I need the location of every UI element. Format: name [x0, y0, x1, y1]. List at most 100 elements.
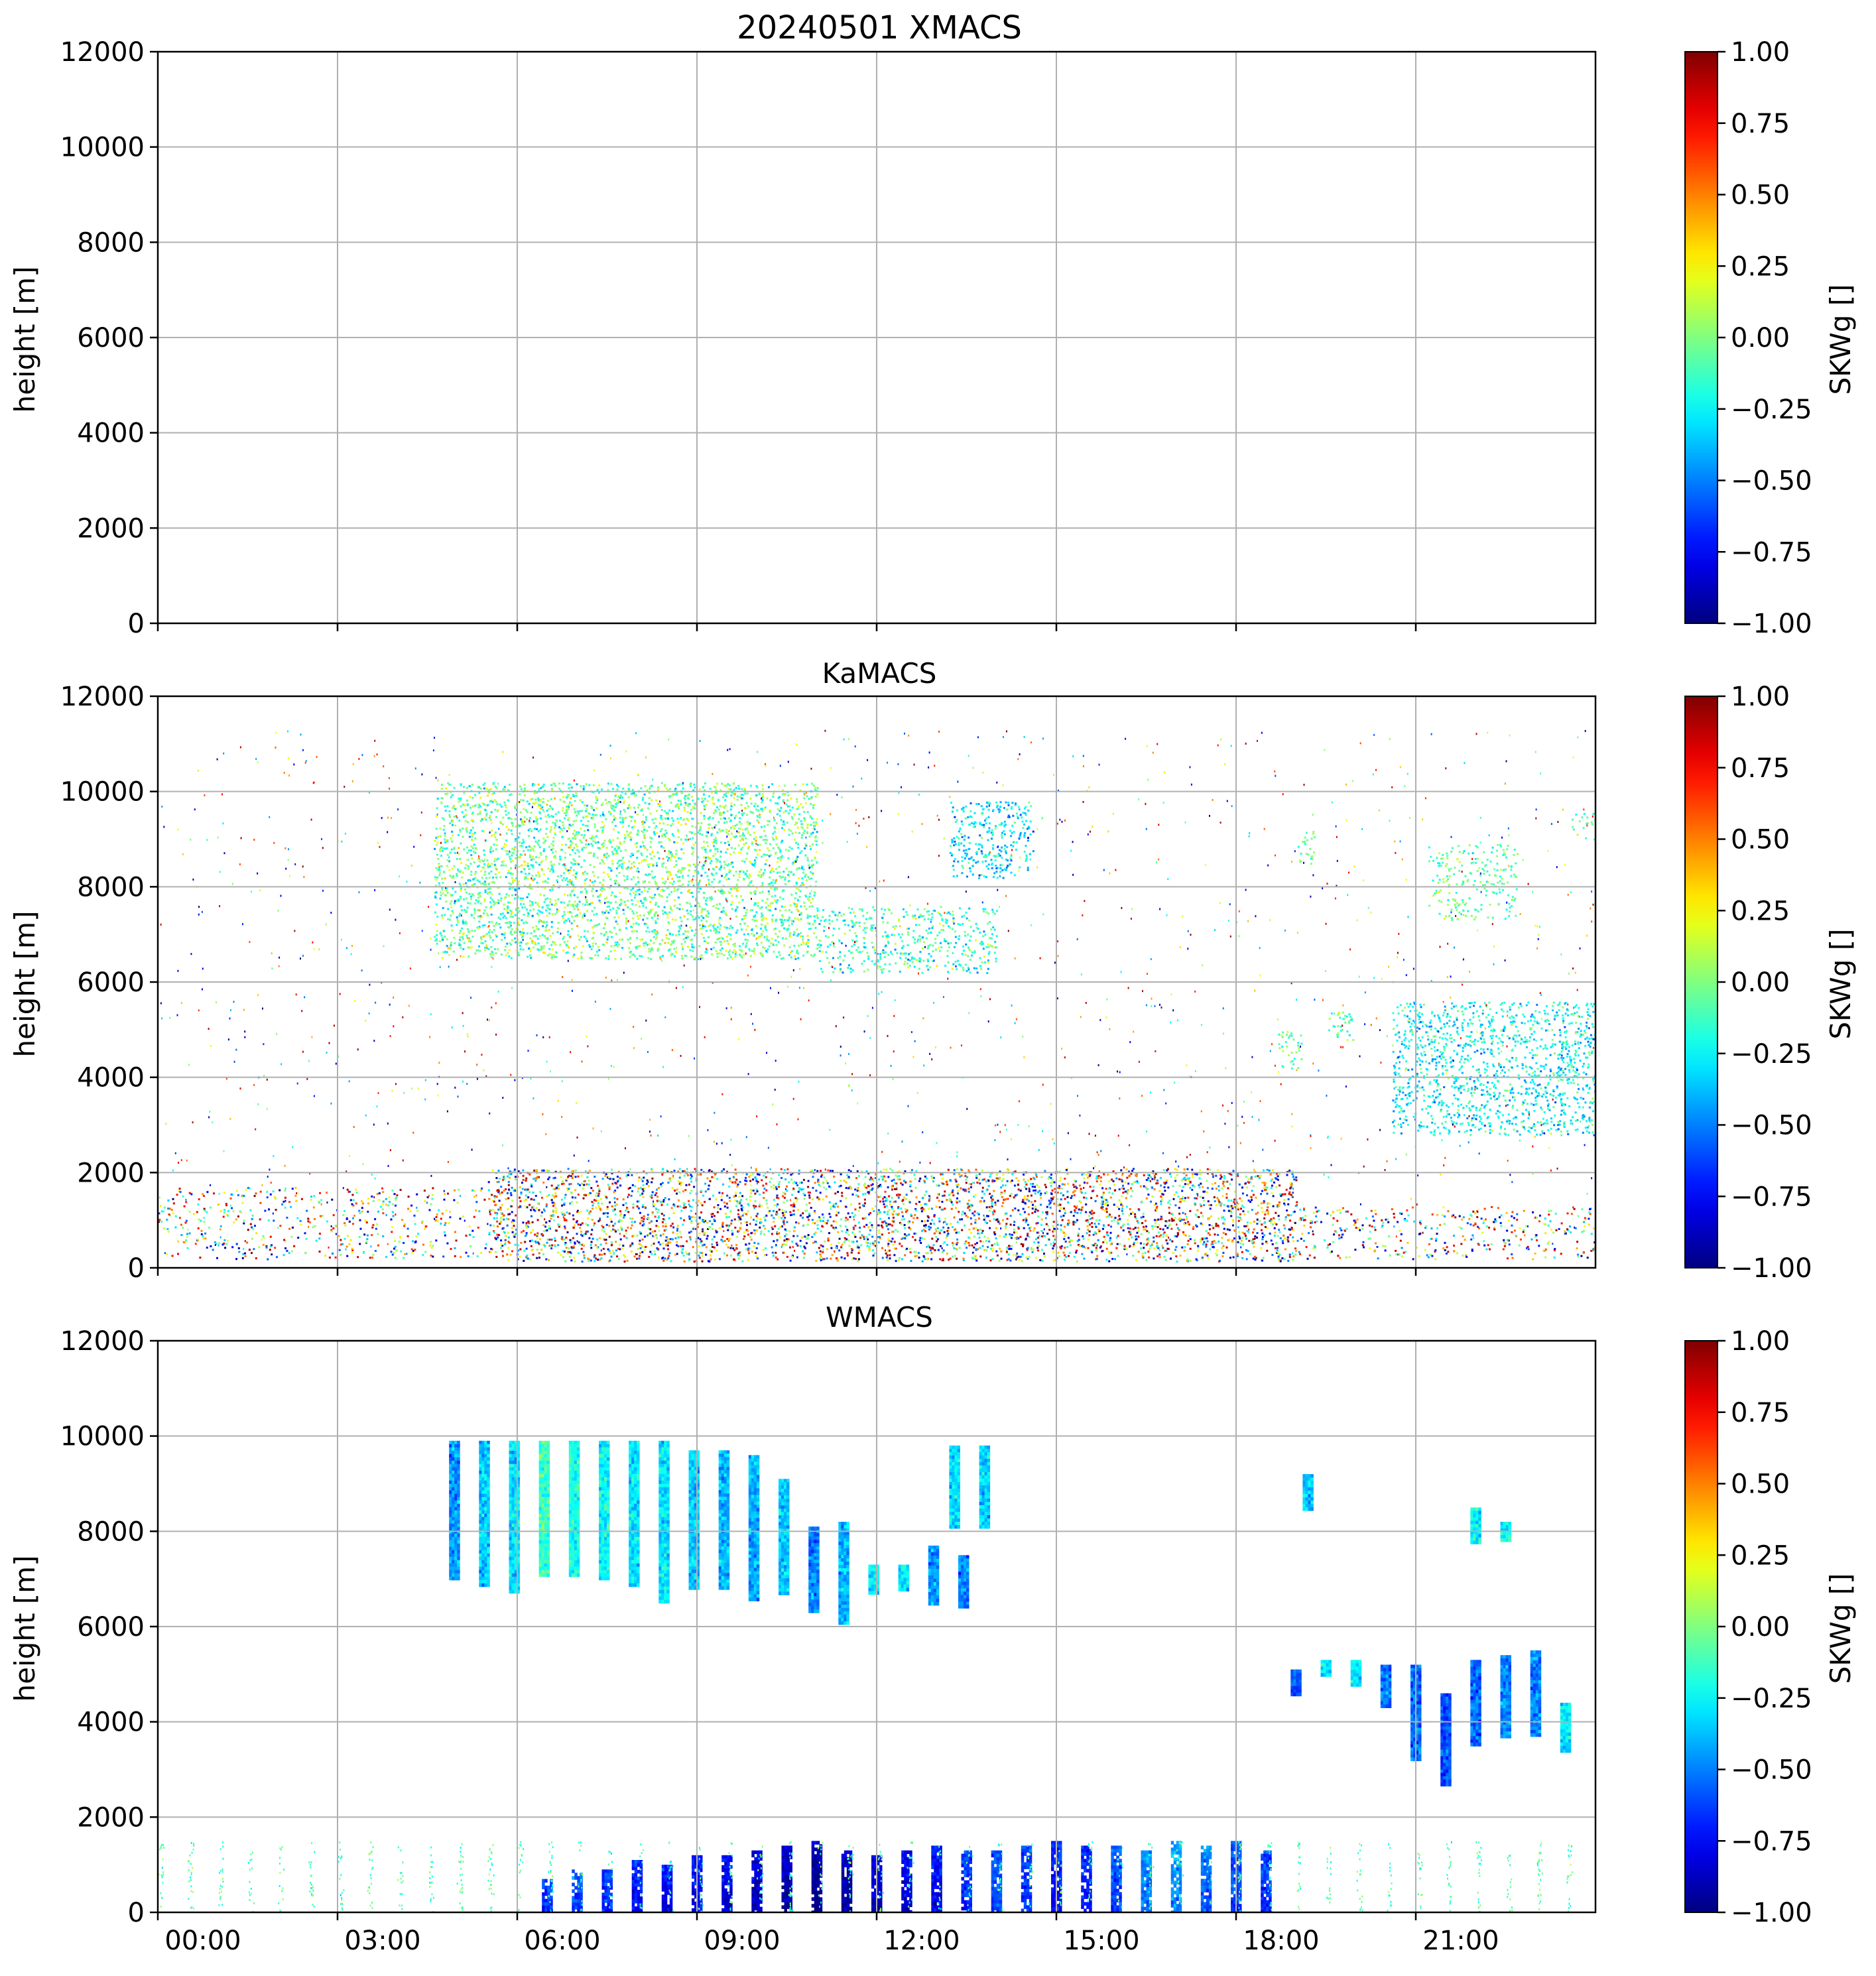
axes-2: 0 2000 4000 6000 8000 10000 12000 00:00 03:00 06:…	[60, 1326, 1812, 1956]
bl-bar-23	[1231, 1841, 1242, 1912]
colorbar-tick-label: −1.00	[1731, 1253, 1812, 1284]
low-speckle	[158, 1841, 1574, 1912]
noise-speckle	[158, 729, 1595, 1256]
colorbar-label: SKWg []	[1824, 1573, 1857, 1684]
x-tick-label: 21:00	[1422, 1926, 1499, 1956]
colorbar-tick-label: −0.25	[1731, 1039, 1812, 1070]
bl-bar-12	[901, 1850, 912, 1912]
stripe-18	[949, 1446, 960, 1529]
colorbar-tick-label: 1.00	[1731, 682, 1790, 712]
cloud-region-boundary-layer-late	[1296, 1205, 1595, 1261]
colorbar-label: SKWg []	[1824, 928, 1857, 1039]
cloud-region-boundary-layer-early	[158, 1186, 487, 1261]
colorbar-tick-label: −0.75	[1731, 537, 1812, 568]
y-tick-label: 8000	[77, 1516, 145, 1547]
bl-bar-24	[1261, 1850, 1272, 1912]
colorbar-tick-label: 0.50	[1731, 180, 1790, 211]
colorbar-tick-label: 0.00	[1731, 1612, 1790, 1642]
data-layer	[158, 729, 1595, 1263]
bl-bar-11	[871, 1855, 883, 1912]
bl-bar-1	[572, 1869, 583, 1912]
colorbar-tick-label: 0.00	[1731, 323, 1790, 353]
colorbar	[1684, 696, 1718, 1268]
stripe-30	[1470, 1507, 1481, 1544]
colorbar-tick-label: 1.00	[1731, 37, 1790, 68]
y-tick-label: 12000	[60, 1326, 145, 1357]
y-axis-label: height [m]	[9, 1556, 41, 1702]
colorbar-label: SKWg []	[1824, 284, 1857, 395]
bl-bar-13	[931, 1845, 942, 1912]
axes-0: 0 2000 4000 6000 8000 10000 12000 1.00 0.75 0.50 0…	[60, 37, 1812, 639]
x-tick-label: 00:00	[164, 1926, 241, 1956]
stripe-6	[629, 1440, 640, 1587]
colorbar-tick-label: 0.25	[1731, 896, 1790, 926]
stripe-3	[538, 1440, 550, 1577]
boundary-bars	[542, 1841, 1272, 1912]
y-tick-label: 6000	[77, 323, 145, 353]
y-tick-label: 4000	[77, 1063, 145, 1093]
y-tick-label: 2000	[77, 513, 145, 544]
cloud-region-cirrus-3	[1572, 812, 1595, 841]
stripe-25	[1440, 1693, 1452, 1787]
panel-title: 20240501 XMACS	[737, 9, 1022, 46]
colorbar-tick-label: −0.50	[1731, 466, 1812, 497]
stripe-16	[928, 1545, 940, 1606]
stripe-27	[1500, 1655, 1511, 1739]
colorbar	[1684, 51, 1718, 624]
colorbar-tick-label: 0.50	[1731, 1469, 1790, 1500]
panel-xmacs: 20240501 XMACS height [m] SKWg []	[9, 9, 1857, 412]
bl-bar-22	[1200, 1845, 1212, 1912]
stripe-21	[1320, 1660, 1332, 1677]
stripe-0	[449, 1440, 460, 1581]
y-tick-label: 6000	[77, 967, 145, 998]
colorbar-tick-label: −0.50	[1731, 1755, 1812, 1786]
bl-bar-6	[721, 1855, 733, 1912]
bl-bar-16	[1021, 1845, 1032, 1912]
y-tick-label: 6000	[77, 1612, 145, 1642]
cloud-region-upper-cloud	[434, 782, 819, 961]
bl-bar-21	[1170, 1841, 1182, 1912]
stripe-28	[1530, 1650, 1542, 1737]
panel-title: WMACS	[826, 1301, 933, 1333]
stripe-20	[1290, 1669, 1302, 1697]
stripe-7	[658, 1440, 670, 1604]
y-axis-label: height [m]	[9, 267, 41, 413]
bl-bar-2	[601, 1869, 613, 1912]
y-tick-label: 2000	[77, 1158, 145, 1188]
axes-1: 0 2000 4000 6000 8000 10000 12000 1.00 0.75 0.50 0…	[60, 682, 1812, 1284]
x-tick-label: 03:00	[344, 1926, 420, 1956]
stripe-26	[1470, 1660, 1481, 1747]
y-tick-label: 0	[128, 1253, 145, 1284]
panel-kamacs: KaMACS height [m] SKWg []	[9, 657, 1857, 1057]
stripe-15	[898, 1564, 910, 1592]
colorbar-tick-label: −0.50	[1731, 1111, 1812, 1141]
stripe-11	[779, 1479, 790, 1595]
stripe-23	[1380, 1664, 1392, 1708]
y-tick-label: 0	[128, 609, 145, 639]
bl-bar-7	[751, 1850, 763, 1912]
colorbar-tick-label: −1.00	[1731, 1898, 1812, 1928]
bl-bar-15	[991, 1850, 1003, 1912]
y-tick-label: 8000	[77, 872, 145, 902]
colorbar-tick-label: −1.00	[1731, 609, 1812, 639]
stripe-22	[1350, 1660, 1362, 1687]
colorbar-tick-label: 0.25	[1731, 1540, 1790, 1571]
cloud-region-mid-cloud-b	[1328, 1011, 1355, 1042]
colorbar-tick-label: −0.75	[1731, 1182, 1812, 1212]
stripe-17	[958, 1555, 969, 1609]
y-tick-label: 12000	[60, 682, 145, 712]
cloud-region-boundary-layer	[487, 1168, 1298, 1263]
colorbar-tick-label: 0.75	[1731, 109, 1790, 139]
y-tick-label: 10000	[60, 1422, 145, 1452]
colorbar	[1684, 1340, 1718, 1913]
bl-bar-4	[661, 1865, 673, 1912]
stripe-10	[748, 1455, 760, 1601]
stripe-19	[979, 1446, 991, 1529]
stripe-14	[868, 1564, 879, 1595]
colorbar-tick-label: 1.00	[1731, 1326, 1790, 1357]
x-tick-label: 18:00	[1243, 1926, 1319, 1956]
y-tick-label: 12000	[60, 37, 145, 68]
y-tick-label: 10000	[60, 133, 145, 163]
